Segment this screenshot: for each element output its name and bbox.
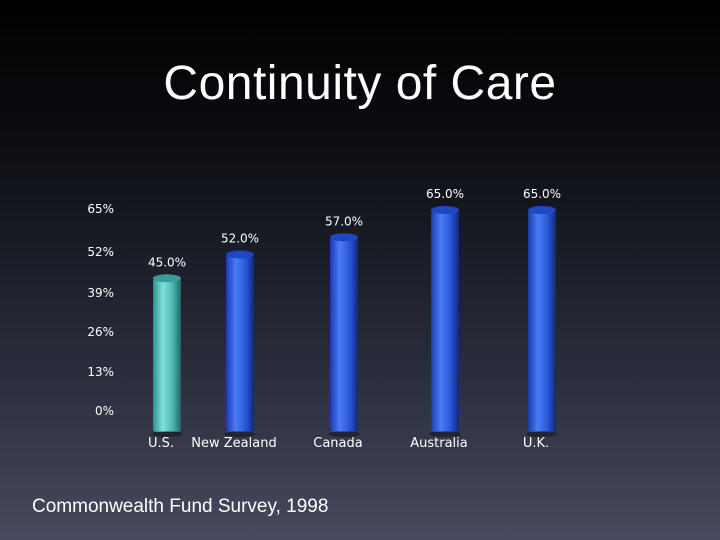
data-label: 65.0% <box>523 187 561 201</box>
y-tick-label: 52% <box>87 245 114 259</box>
category-label: New Zealand <box>191 436 276 451</box>
bar-cap <box>153 274 181 283</box>
bar <box>151 274 183 437</box>
bar-body <box>431 210 459 432</box>
data-label: 45.0% <box>148 255 186 269</box>
bar <box>328 233 360 437</box>
source-caption: Commonwealth Fund Survey, 1998 <box>32 496 329 517</box>
data-label: 57.0% <box>325 214 363 228</box>
slide-title: Continuity of Care <box>163 57 557 110</box>
bar-body <box>528 210 556 432</box>
y-tick-label: 65% <box>87 202 114 216</box>
bars-group <box>151 206 558 437</box>
bar <box>526 206 558 437</box>
bar-cap <box>528 206 556 214</box>
bar <box>224 250 256 437</box>
bar-body <box>226 254 254 432</box>
bar-cap <box>431 206 459 214</box>
bar <box>429 206 461 437</box>
bar-body <box>153 278 181 432</box>
data-label: 52.0% <box>221 231 259 245</box>
bar-shadow <box>429 431 461 437</box>
y-axis-ticks: 0% 13% 26% 39% 52% 65% <box>87 202 114 418</box>
bar-shadow <box>328 431 360 437</box>
data-labels-group: 45.0% 52.0% 57.0% 65.0% 65.0% <box>148 187 561 269</box>
category-label: U.S. <box>148 436 174 451</box>
category-label: U.K. <box>523 436 549 451</box>
category-label: Australia <box>410 436 468 451</box>
bar-shadow <box>224 431 256 437</box>
bar-shadow <box>151 431 183 437</box>
y-tick-label: 13% <box>87 365 114 379</box>
category-label: Canada <box>313 436 362 451</box>
y-tick-label: 0% <box>95 404 114 418</box>
bar-cap <box>330 233 358 242</box>
data-label: 65.0% <box>426 187 464 201</box>
y-tick-label: 39% <box>87 286 114 300</box>
bar-shadow <box>526 431 558 437</box>
y-tick-label: 26% <box>87 325 114 339</box>
bar-cap <box>226 250 254 259</box>
bar-body <box>330 237 358 432</box>
category-labels-group: U.S. New Zealand Canada Australia U.K. <box>148 436 549 451</box>
